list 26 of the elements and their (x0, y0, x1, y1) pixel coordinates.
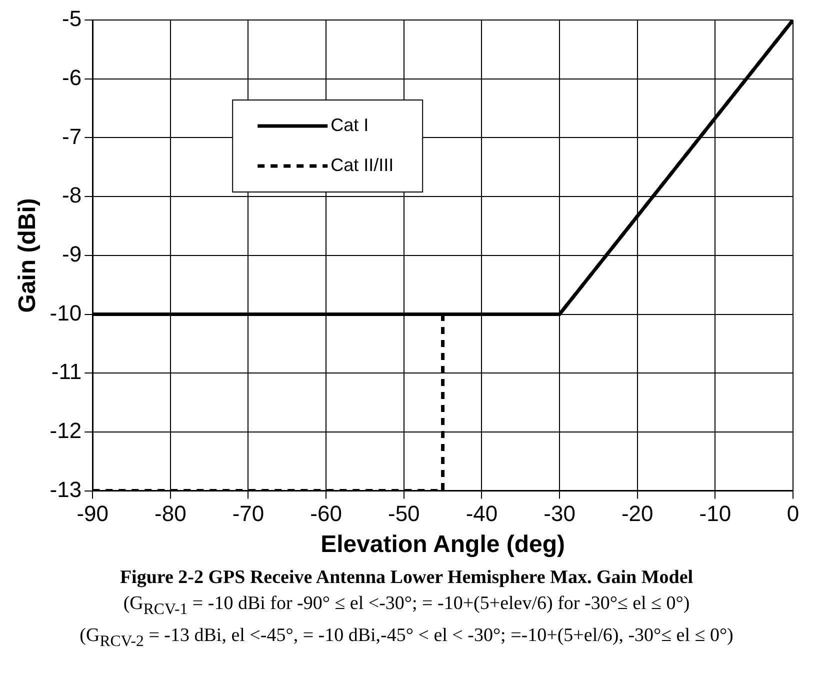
x-tick-label: -10 (699, 501, 732, 526)
x-tick-label: -40 (466, 501, 498, 526)
y-tick-label: -5 (62, 6, 82, 32)
y-tick-label: -13 (50, 476, 82, 502)
x-axis-title: Elevation Angle (deg) (320, 531, 566, 558)
x-tick-label: -80 (154, 501, 186, 526)
x-tick-label: 0 (786, 501, 800, 526)
x-tick-label: -30 (544, 501, 576, 526)
text: (G$_{RCV-2}$ = -13 dBi, el <-45°, = -10 dBi,-45° < el < -30°; =-10+(5+el/6), -30°≤ el ≤ 0°) (78, 624, 734, 652)
y-tick-label: -8 (62, 182, 82, 208)
y-tick-label: -10 (50, 300, 82, 326)
y-tick-label: -6 (62, 64, 82, 90)
y-tick-label: -11 (51, 359, 82, 384)
y-tick-label: -9 (62, 241, 82, 266)
legend-label: Cat II/III (330, 154, 394, 175)
x-tick-label: -90 (76, 501, 108, 526)
text: Figure 2-2 GPS Receive Antenna Lower Hemisphere Max. Gain Model (118, 566, 694, 590)
text: (G$_{RCV-1}$ = -10 dBi for -90° ≤ el <-30°; = -10+(5+elev/6) for -30°≤ el ≤ 0°) (122, 592, 691, 620)
y-axis-title: Gain (dBi) (14, 198, 42, 313)
y-tick-label: -12 (50, 418, 82, 444)
y-tick-label: -7 (62, 124, 82, 149)
legend-label: Cat I (330, 114, 369, 135)
x-tick-label: -60 (310, 501, 342, 526)
x-tick-label: -70 (232, 501, 264, 526)
x-tick-label: -50 (388, 501, 420, 526)
x-tick-label: -20 (621, 501, 654, 526)
